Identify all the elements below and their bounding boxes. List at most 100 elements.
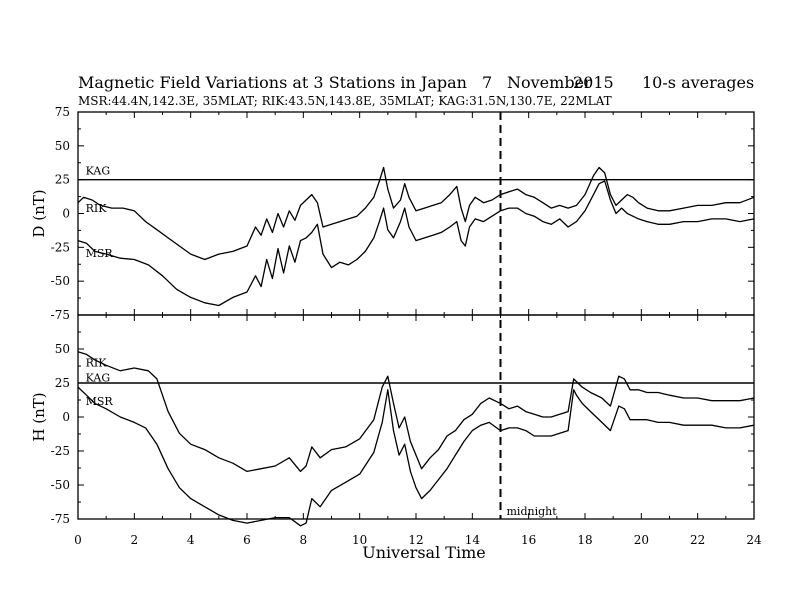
data-point-rik bbox=[294, 219, 296, 221]
data-point-msr bbox=[319, 506, 321, 508]
y-tick-label: 50 bbox=[55, 139, 70, 153]
data-point-rik bbox=[364, 207, 366, 209]
data-point-msr bbox=[542, 435, 544, 437]
data-point-rik bbox=[576, 381, 577, 383]
data-point-rik bbox=[86, 354, 87, 355]
data-point-rik bbox=[669, 210, 670, 212]
data-point-msr bbox=[86, 242, 87, 244]
data-point-msr bbox=[167, 468, 169, 470]
y-tick-label: 75 bbox=[55, 105, 70, 119]
data-point-msr bbox=[469, 226, 470, 228]
title-averaging: 10-s averages bbox=[642, 73, 754, 92]
data-point-msr bbox=[204, 302, 206, 304]
data-point-msr bbox=[383, 207, 385, 209]
data-point-msr bbox=[331, 267, 332, 269]
data-point-msr bbox=[550, 223, 552, 225]
data-point-msr bbox=[300, 525, 301, 527]
data-point-msr bbox=[156, 443, 158, 445]
station-label-kag: KAG bbox=[86, 164, 111, 177]
data-point-msr bbox=[429, 490, 431, 491]
data-point-rik bbox=[260, 468, 262, 470]
data-point-msr bbox=[404, 443, 406, 445]
data-point-msr bbox=[393, 430, 394, 431]
data-point-rik bbox=[464, 221, 466, 223]
panel-D: 75 50 25 0 -25 -50 -75 D (nT) KAG RIK MSR bbox=[30, 105, 755, 322]
data-point-msr bbox=[460, 240, 462, 241]
data-point-rik bbox=[432, 204, 434, 206]
data-point-rik bbox=[550, 207, 552, 209]
data-point-msr bbox=[725, 427, 727, 429]
data-point-rik bbox=[111, 207, 113, 209]
data-point-rik bbox=[725, 400, 727, 402]
midnight-label: midnight bbox=[507, 505, 558, 518]
data-point-msr bbox=[753, 218, 755, 220]
data-point-rik bbox=[274, 465, 276, 467]
data-point-msr bbox=[629, 419, 631, 421]
data-point-msr bbox=[246, 522, 248, 524]
x-tick-label: 24 bbox=[746, 533, 762, 547]
data-point-msr bbox=[348, 264, 349, 266]
data-point-rik bbox=[753, 397, 755, 399]
data-point-rik bbox=[517, 188, 518, 190]
data-point-msr bbox=[626, 213, 628, 214]
data-point-rik bbox=[156, 378, 158, 380]
data-point-rik bbox=[657, 210, 659, 212]
data-point-rik bbox=[598, 167, 600, 168]
data-point-msr bbox=[598, 183, 600, 185]
data-point-msr bbox=[317, 223, 318, 225]
data-point-msr bbox=[421, 498, 423, 499]
data-point-msr bbox=[246, 291, 248, 293]
data-point-msr bbox=[408, 226, 410, 228]
data-point-rik bbox=[440, 202, 442, 204]
data-point-rik bbox=[638, 202, 639, 204]
data-point-msr bbox=[300, 240, 301, 241]
data-point-msr bbox=[474, 218, 476, 220]
data-point-rik bbox=[266, 218, 268, 220]
data-point-rik bbox=[148, 370, 149, 372]
data-point-rik bbox=[657, 392, 659, 393]
data-point-rik bbox=[317, 202, 318, 204]
data-point-msr bbox=[415, 240, 417, 241]
data-point-rik bbox=[288, 210, 290, 212]
data-point-msr bbox=[455, 454, 456, 456]
data-point-msr bbox=[683, 221, 684, 223]
data-point-msr bbox=[739, 221, 741, 223]
data-point-msr bbox=[440, 232, 442, 233]
data-point-rik bbox=[581, 386, 583, 388]
data-point-rik bbox=[378, 180, 380, 182]
data-point-msr bbox=[288, 245, 290, 247]
data-point-msr bbox=[162, 275, 163, 277]
data-point-msr bbox=[424, 237, 425, 239]
data-point-msr bbox=[567, 430, 569, 431]
y-tick-label: -50 bbox=[51, 478, 70, 492]
data-point-msr bbox=[331, 490, 332, 491]
series-line-msr bbox=[77, 180, 755, 307]
data-point-rik bbox=[232, 250, 234, 252]
title-day: 7 bbox=[482, 73, 492, 92]
data-point-msr bbox=[559, 218, 561, 220]
data-point-rik bbox=[77, 351, 79, 353]
data-point-rik bbox=[629, 389, 631, 391]
data-point-rik bbox=[525, 411, 527, 412]
data-point-rik bbox=[156, 229, 158, 231]
data-point-rik bbox=[508, 191, 510, 193]
data-point-msr bbox=[517, 207, 518, 209]
data-point-msr bbox=[609, 430, 611, 431]
data-point-msr bbox=[94, 250, 96, 252]
data-point-msr bbox=[260, 286, 262, 287]
data-point-rik bbox=[311, 446, 313, 448]
data-point-rik bbox=[331, 223, 332, 225]
data-point-msr bbox=[179, 487, 180, 489]
station-label-rik: RIK bbox=[86, 357, 108, 370]
data-point-rik bbox=[91, 199, 93, 201]
data-point-rik bbox=[646, 392, 648, 393]
data-point-msr bbox=[255, 275, 256, 277]
data-point-msr bbox=[393, 237, 394, 239]
panel-frame bbox=[77, 111, 755, 316]
data-point-rik bbox=[463, 419, 465, 421]
data-point-rik bbox=[550, 416, 552, 418]
y-tick-label: 0 bbox=[62, 410, 70, 424]
data-point-msr bbox=[77, 240, 79, 241]
data-point-rik bbox=[387, 375, 389, 377]
